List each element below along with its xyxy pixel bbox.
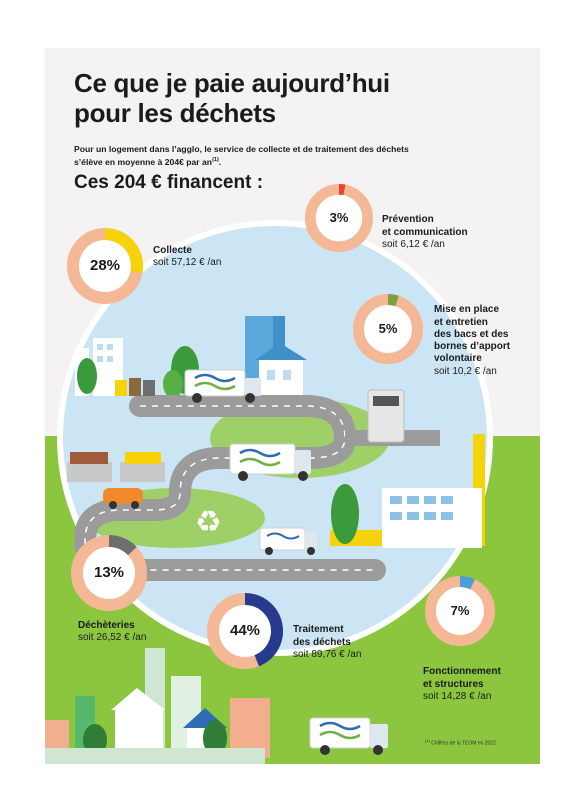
amount-decheteries: soit 26,52 € /an [78, 632, 146, 644]
intro-note-ref: (1) [212, 157, 219, 163]
label-mise: Mise en place et entretien des bacs et d… [434, 292, 510, 390]
donut-fonctionnement: 7% [425, 576, 495, 646]
label-collecte-title: Collecte [153, 245, 192, 256]
amount-collecte: soit 57,12 € /an [153, 257, 221, 269]
donut-prevention: 3% [305, 184, 373, 252]
donut-decheteries: 13% [71, 535, 147, 611]
footnote: (1) Chiffres de la TEOM en 2022 [425, 738, 496, 747]
infographic-card: ♻ [45, 48, 540, 764]
percent-collecte: 28% [67, 228, 143, 304]
percent-fonctionnement: 7% [425, 576, 495, 646]
label-prevention-title: Prévention et communication [382, 214, 468, 237]
label-traitement: Traitement des déchets soit 89,76 € /an [293, 612, 361, 673]
title-line-1: Ce que je paie aujourd’hui [74, 68, 390, 98]
label-decheteries: Déchèteries soit 26,52 € /an [78, 620, 146, 645]
intro-text: Pour un logement dans l’agglo, le servic… [74, 144, 409, 167]
amount-mise: soit 10,2 € /an [434, 366, 510, 378]
amount-prevention: soit 6,12 € /an [382, 239, 468, 251]
donut-collecte: 28% [67, 228, 143, 304]
percent-decheteries: 13% [71, 535, 147, 611]
label-decheteries-title: Déchèteries [78, 620, 135, 631]
amount-fonctionnement: soit 14,28 € /an [423, 691, 501, 703]
donut-traitement: 44% [207, 593, 283, 669]
amount-traitement: soit 89,76 € /an [293, 649, 361, 661]
page-title: Ce que je paie aujourd’hui pour les déch… [74, 68, 514, 128]
title-line-2: pour les déchets [74, 98, 276, 128]
percent-prevention: 3% [305, 184, 373, 252]
intro-paragraph: Pour un logement dans l’agglo, le servic… [74, 144, 419, 168]
percent-mise: 5% [353, 294, 423, 364]
label-prevention: Prévention et communication soit 6,12 € … [382, 202, 468, 263]
label-mise-title: Mise en place et entretien des bacs et d… [434, 304, 510, 364]
label-fonctionnement: Fonctionnement et structures soit 14,28 … [423, 654, 501, 715]
donut-mise-en-place: 5% [353, 294, 423, 364]
percent-traitement: 44% [207, 593, 283, 669]
footnote-text: Chiffres de la TEOM en 2022 [430, 741, 496, 747]
label-traitement-title: Traitement des déchets [293, 624, 351, 647]
svg-text:♻: ♻ [195, 505, 222, 540]
label-collecte: Collecte soit 57,12 € /an [153, 245, 221, 270]
finance-heading: Ces 204 € financent : [74, 172, 263, 194]
label-fonctionnement-title: Fonctionnement et structures [423, 666, 501, 689]
